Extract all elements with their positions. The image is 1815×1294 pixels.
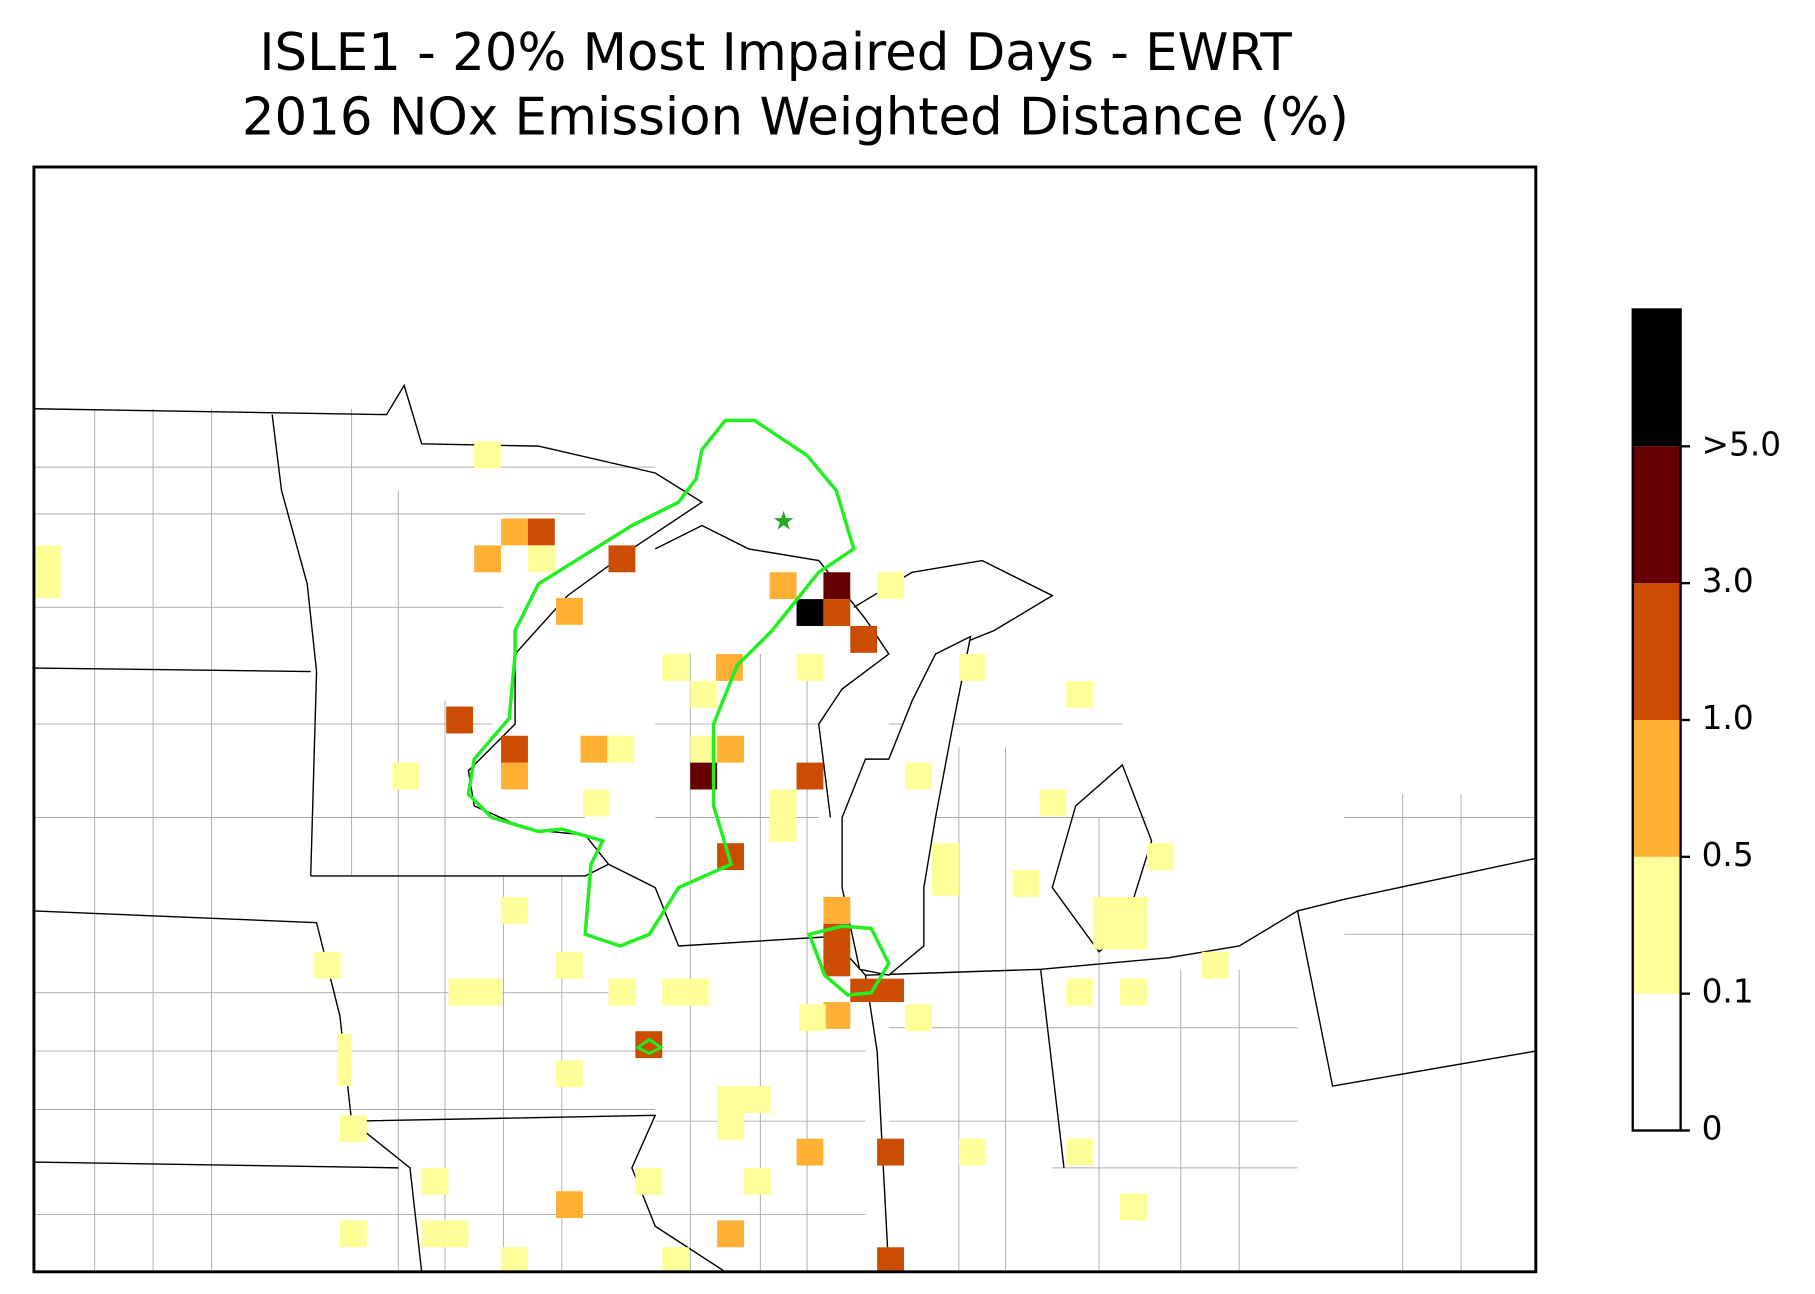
map-frame (32, 165, 1538, 1274)
colorbar-segment (1632, 719, 1681, 857)
site-marker: ★ (772, 507, 795, 537)
contour (634, 1037, 664, 1056)
map-subtitle: 2016 NOx Emission Weighted Distance (%) (242, 87, 1349, 147)
lake-michigan (841, 635, 972, 976)
colorbar-segment (1632, 856, 1681, 994)
colorbar-label: 0.5 (1702, 836, 1754, 874)
colorbar-label: 0 (1702, 1109, 1723, 1147)
map: ★ (32, 165, 1538, 1274)
colorbar-segment (1632, 993, 1681, 1131)
colorbar-label: 0.1 (1702, 973, 1754, 1011)
colorbar-label: 3.0 (1702, 562, 1754, 600)
colorbar-segment (1632, 583, 1681, 720)
colorbar-segment (1632, 309, 1681, 447)
colorbar: 0 0.1 0.5 1.0 3.0 >5.0 (1631, 308, 1781, 1147)
michigan-thumb (1051, 763, 1153, 953)
grid-cells (33, 441, 1229, 1272)
colorbar-label: 1.0 (1702, 699, 1754, 737)
contour (807, 924, 891, 997)
contour (466, 418, 856, 948)
colorbar-segment (1632, 446, 1681, 584)
map-title: ISLE1 - 20% Most Impaired Days - EWRT (259, 23, 1292, 83)
colorbar-label: >5.0 (1702, 425, 1781, 463)
